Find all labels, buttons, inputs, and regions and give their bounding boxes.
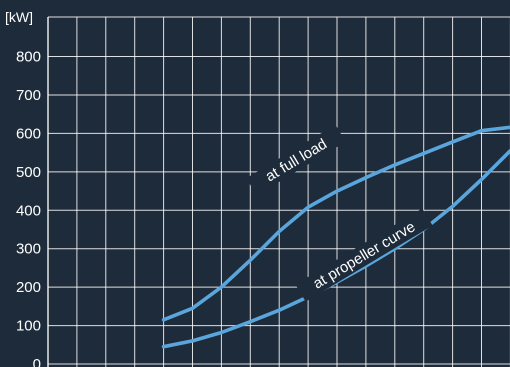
y-tick-label: 200: [16, 279, 41, 296]
y-tick-label: 700: [16, 87, 41, 104]
y-axis: 0 100 200 300 400 500 600 700 800: [16, 49, 41, 367]
y-tick-label: 300: [16, 241, 41, 258]
y-tick-label: 500: [16, 164, 41, 181]
y-tick-label: 0: [33, 356, 41, 367]
y-tick-label: 400: [16, 202, 41, 219]
y-tick-label: 100: [16, 318, 41, 335]
annotation-backdrop: [246, 124, 346, 196]
y-tick-label: 600: [16, 125, 41, 142]
y-tick-label: 800: [16, 49, 41, 66]
y-axis-unit-label: [kW]: [5, 9, 33, 25]
annotation-backdrop: [295, 208, 433, 302]
series-line-1: [161, 125, 510, 322]
